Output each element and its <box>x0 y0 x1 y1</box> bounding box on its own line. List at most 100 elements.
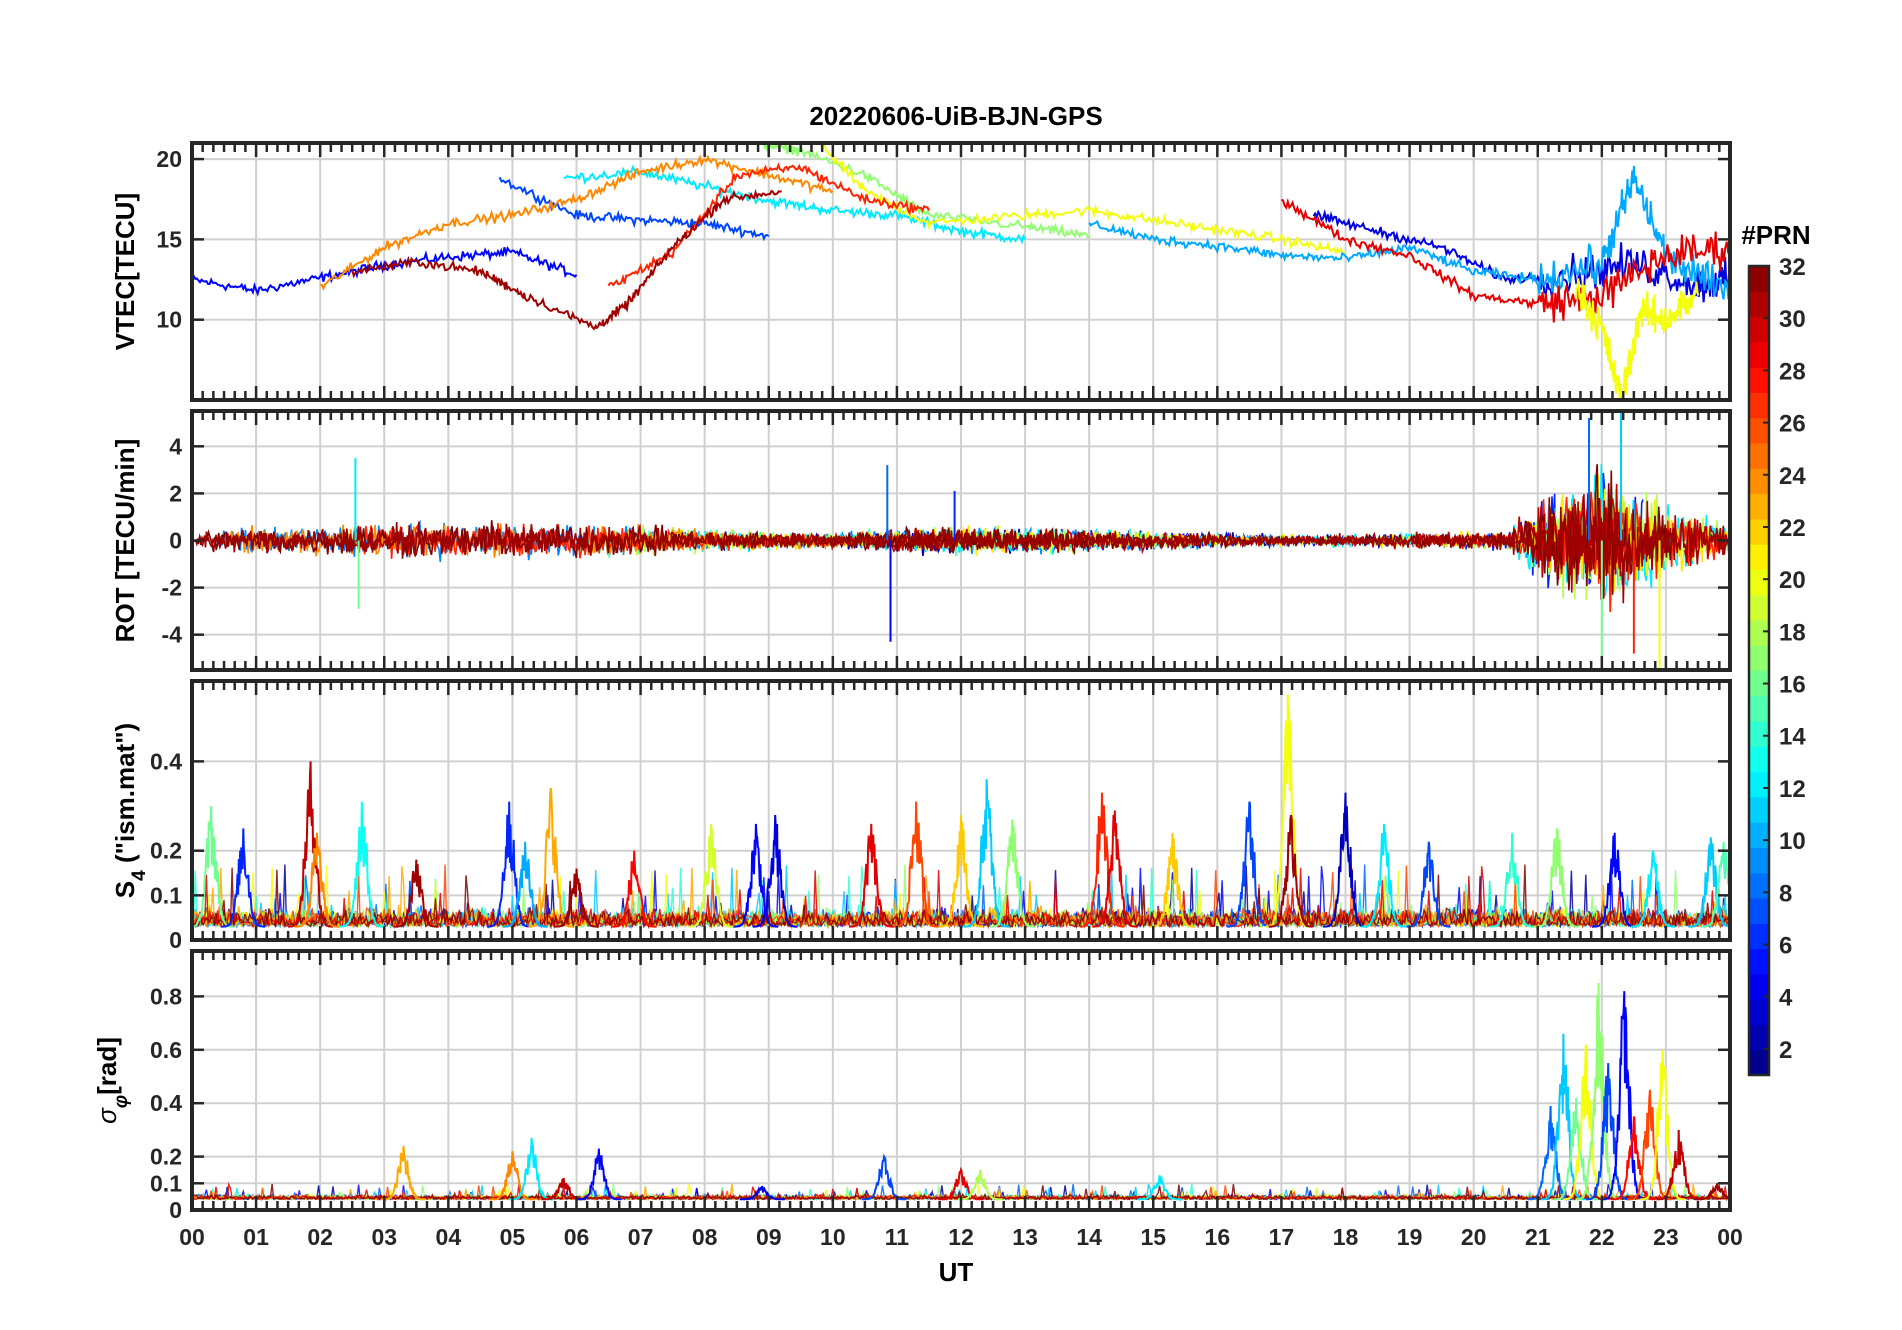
panel-3: 0 0.1 0.2 0.4S4 ("ism.mat") <box>110 679 1732 953</box>
burst-line <box>1079 792 1125 928</box>
burst-line <box>1361 823 1406 928</box>
colorbar-tick-label: 12 <box>1779 776 1806 803</box>
colorbar-swatch <box>1749 291 1769 318</box>
burst-line <box>1576 982 1621 1201</box>
burst-line <box>1694 1183 1730 1201</box>
colorbar-swatch <box>1749 468 1769 495</box>
rot-series-prn-31 <box>192 491 1730 604</box>
x-tick-label: 03 <box>371 1224 397 1250</box>
colorbar-tick-label: 10 <box>1779 828 1806 855</box>
colorbar-swatch <box>1749 645 1769 672</box>
colorbar-swatch <box>1749 847 1769 874</box>
panel-4: 00.10.2 0.4 0.6 0.8 σφ[rad] <box>92 949 1732 1223</box>
vtec-series-prn-5 <box>192 246 578 297</box>
colorbar-swatch <box>1749 721 1769 747</box>
x-tick-label: 06 <box>564 1224 590 1250</box>
burst-line <box>1656 1129 1701 1201</box>
burst-line <box>1226 801 1272 928</box>
y-tick-label: -2 <box>162 575 182 601</box>
colorbar-swatch <box>1749 1049 1769 1076</box>
y-tick-label: 2 <box>169 480 182 506</box>
colorbar-swatch <box>1749 544 1769 570</box>
x-tick-label: 10 <box>820 1224 846 1250</box>
colorbar-swatch <box>1749 417 1769 444</box>
x-axis: 00 01 02 03 04 05 06 07 08 09 10 11 12 13 14 15 16 17 18 19… <box>179 1224 1743 1250</box>
burst-line <box>1265 694 1310 928</box>
colorbar-tick-label: 22 <box>1779 515 1806 542</box>
vtec-series-prn-29 <box>1281 197 1730 323</box>
burst-line <box>490 1151 535 1201</box>
y-axis-label: ROT [TECU/min] <box>110 439 140 643</box>
x-tick-label: 05 <box>500 1224 526 1250</box>
burst-line <box>848 823 894 928</box>
y-tick-label: 0.2 <box>150 838 182 864</box>
colorbar-swatch <box>1749 973 1769 1000</box>
vtec-series-prn-24 <box>319 154 834 291</box>
colorbar-swatch <box>1749 923 1769 950</box>
burst-line <box>1150 832 1195 928</box>
colorbar-swatch <box>1749 569 1769 596</box>
y-axis-label: VTEC[TECU] <box>110 193 140 350</box>
x-tick-label: 19 <box>1397 1224 1423 1250</box>
x-tick-label: 21 <box>1525 1224 1551 1250</box>
burst-line <box>486 801 532 928</box>
data-lines <box>192 982 1730 1202</box>
colorbar-swatch <box>1749 493 1769 520</box>
burst-line <box>1640 1049 1685 1201</box>
burst-line <box>1630 850 1675 928</box>
colorbar-swatch <box>1749 518 1769 545</box>
y-tick-label: 15 <box>156 226 182 252</box>
colorbar-swatch <box>1749 822 1769 849</box>
x-tick-label: 08 <box>692 1224 718 1250</box>
vtec-series-prn-12 <box>563 164 1026 245</box>
y-tick-label: 0 <box>169 927 182 953</box>
burst-line <box>611 850 657 928</box>
x-tick-label: 04 <box>436 1224 462 1250</box>
vtec-series-prn-27 <box>607 162 930 287</box>
y-tick-label: 0.4 <box>150 748 182 774</box>
burst-line <box>502 841 548 928</box>
colorbar-swatch <box>1749 619 1769 646</box>
burst-line <box>1563 1044 1608 1201</box>
x-tick-label: 00 <box>179 1224 205 1250</box>
colorbar-tick-label: 4 <box>1779 985 1793 1012</box>
figure-title: 20220606-UiB-BJN-GPS <box>809 101 1102 131</box>
vtec-series-prn-20 <box>1575 278 1699 400</box>
y-tick-label: 0.4 <box>150 1090 182 1116</box>
burst-line <box>1489 832 1534 928</box>
burst-line <box>1688 837 1730 928</box>
ticks <box>190 143 1732 400</box>
x-tick-label: 14 <box>1076 1224 1102 1250</box>
x-tick-label: 09 <box>756 1224 782 1250</box>
burst-line <box>1137 1174 1183 1201</box>
burst-line <box>1534 828 1579 928</box>
y-tick-label: 20 <box>156 146 182 172</box>
colorbar-swatch <box>1749 367 1769 394</box>
colorbar-swatch <box>1749 898 1769 924</box>
x-tick-label: 15 <box>1140 1224 1166 1250</box>
burst-line <box>1601 991 1647 1201</box>
vtec-series-prn-31 <box>351 188 782 331</box>
vtec-series-prn-20 <box>819 143 1347 256</box>
burst-line <box>893 801 939 928</box>
colorbar-tick-label: 16 <box>1779 672 1806 699</box>
colorbar-swatch <box>1749 316 1769 343</box>
burst-line <box>554 868 599 928</box>
y-tick-label: 0.2 <box>150 1144 182 1170</box>
y-tick-label: 0.1 <box>150 882 182 908</box>
vtec-series-prn-17 <box>755 143 1090 239</box>
burst-line <box>339 801 385 928</box>
burst-line <box>938 814 984 928</box>
colorbar-frame <box>1747 264 1771 1077</box>
burst-line <box>294 832 340 928</box>
vtec-series-prn-4 <box>1312 208 1730 303</box>
colorbar-tick-label: 14 <box>1779 724 1806 751</box>
vtec-series-prn-10 <box>1088 165 1730 300</box>
burst-line <box>1268 814 1313 928</box>
burst-line <box>1585 1063 1630 1201</box>
vtec-series-prn-7 <box>498 176 770 242</box>
panel-1: 10 15 20 VTEC[TECU] <box>110 141 1732 402</box>
data-lines <box>192 411 1730 670</box>
